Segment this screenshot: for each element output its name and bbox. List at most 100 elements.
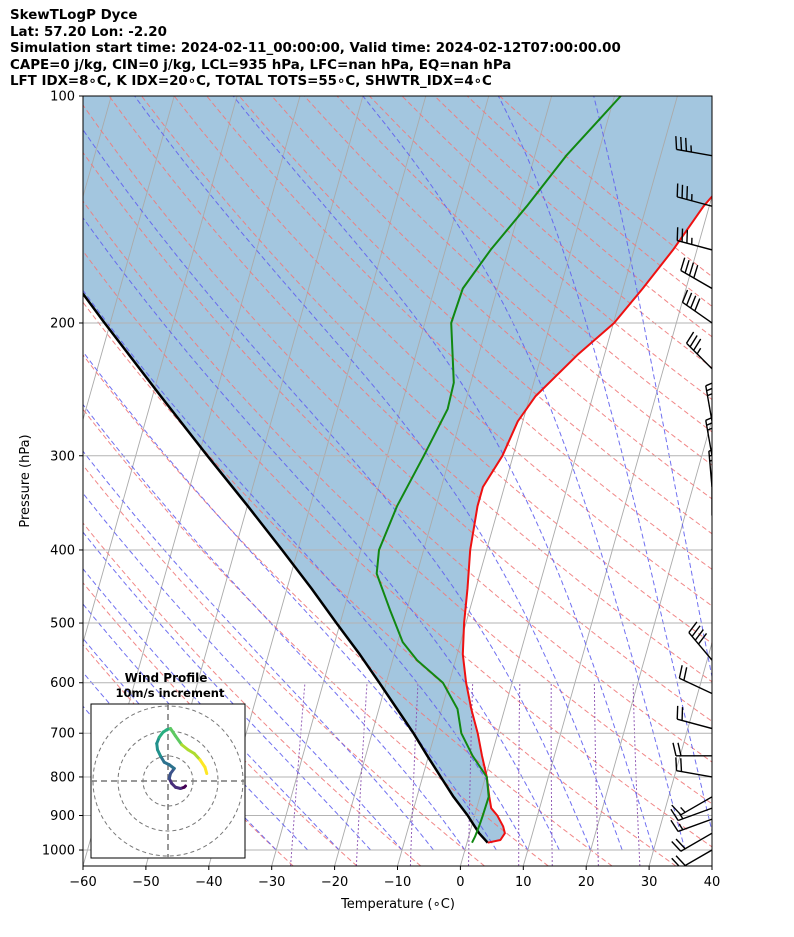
x-tick-label: −10	[384, 875, 411, 890]
barb-half	[696, 347, 702, 355]
isotherm-line	[83, 96, 238, 645]
cin-shading-area	[83, 96, 712, 843]
barb-shaft	[676, 148, 712, 157]
wind-barb	[685, 331, 712, 370]
dry-adiabat-line	[336, 96, 712, 433]
barb-full	[694, 298, 701, 312]
barb-full	[707, 392, 712, 397]
barb-shaft	[682, 301, 712, 324]
barb-half	[680, 806, 686, 813]
barb-full	[670, 819, 679, 832]
isotherm-line	[585, 417, 712, 866]
y-tick-label: 600	[50, 676, 75, 691]
barb-shaft	[686, 342, 712, 370]
x-tick-label: −20	[321, 875, 348, 890]
barb-full	[684, 137, 688, 152]
barb-shaft	[679, 677, 712, 695]
barb-full	[691, 625, 701, 637]
moist-adiabat-line	[83, 403, 466, 851]
barb-shaft	[711, 547, 712, 550]
hodograph-plot	[91, 704, 245, 858]
hodograph-title: Wind Profile	[125, 671, 208, 685]
mixing-ratio-line	[468, 682, 474, 866]
moist-adiabat-line	[83, 350, 497, 851]
wind-barb	[681, 289, 712, 324]
isotherm-line	[522, 194, 712, 866]
wind-barb	[675, 136, 712, 157]
barb-shaft	[711, 586, 712, 589]
barb-full	[683, 667, 688, 681]
parcel-profile-line	[83, 291, 489, 844]
barb-full	[680, 136, 683, 151]
barb-full	[727, 556, 740, 559]
mixing-ratio-line	[409, 682, 419, 866]
x-tick-label: 40	[704, 875, 721, 890]
barb-full	[671, 857, 680, 866]
dewpoint-line	[375, 96, 622, 844]
moist-adiabat-line	[83, 450, 434, 851]
dry-adiabat-line	[83, 354, 613, 866]
wind-barb	[678, 665, 712, 695]
barb-full	[685, 331, 695, 344]
hodograph-segment	[174, 734, 184, 747]
barb-half	[678, 823, 684, 831]
barb-shaft	[688, 632, 712, 661]
moist-adiabat-line	[83, 603, 309, 851]
dry-adiabat-line	[83, 643, 294, 866]
barb-shaft	[677, 239, 712, 251]
barb-full	[675, 757, 678, 771]
barb-full	[708, 449, 712, 452]
y-tick-label: 500	[50, 617, 75, 632]
moist-adiabat-line	[134, 96, 623, 851]
moist-adiabat-line	[83, 492, 403, 851]
barb-shaft	[682, 849, 712, 866]
hodograph-ring	[117, 730, 219, 832]
barb-shaft	[709, 96, 712, 97]
wind-barb	[676, 705, 712, 730]
barb-full	[694, 629, 704, 641]
dry-adiabat-line	[108, 96, 712, 683]
mixing-ratio-lines	[290, 682, 641, 866]
x-tick-label: 10	[515, 875, 532, 890]
plot-area	[83, 96, 743, 866]
barb-full	[706, 422, 712, 426]
wind-barb	[688, 621, 712, 661]
isotherm-line	[83, 96, 175, 422]
y-tick-label: 1000	[42, 844, 75, 859]
x-tick-label: −60	[69, 875, 96, 890]
axes: −60 −50 −40 −30 −20 −10 0 10 20 30 40 1000 900 800 700…	[42, 90, 720, 891]
barb-full	[681, 289, 689, 303]
barb-full	[730, 592, 743, 596]
dry-adiabat-line	[206, 96, 712, 570]
moist-adiabat-line	[83, 128, 592, 851]
wind-barb	[671, 849, 712, 866]
barb-full	[684, 260, 690, 274]
wind-barb	[670, 807, 712, 822]
mixing-ratio-line	[518, 682, 521, 866]
y-tick-label: 900	[50, 809, 75, 824]
y-tick-label: 200	[50, 316, 75, 331]
header-times: Simulation start time: 2024-02-11_00:00:…	[10, 41, 621, 56]
y-tick-label: 700	[50, 727, 75, 742]
mixing-ratio-line	[632, 682, 641, 866]
wind-barb	[676, 183, 712, 207]
dry-adiabat-line	[83, 582, 358, 866]
x-tick-label: 30	[641, 875, 658, 890]
barb-full	[725, 601, 738, 605]
header-location: Lat: 57.20 Lon: -2.20	[10, 24, 167, 40]
cape-cin-shading	[83, 96, 712, 843]
header-indices-line: LFT IDX=8∘C, K IDX=20∘C, TOTAL TOTS=55∘C…	[10, 74, 492, 89]
wind-barbs	[670, 96, 743, 866]
dry-adiabat-line	[173, 96, 712, 607]
barb-shaft	[680, 832, 712, 852]
barb-full	[671, 840, 682, 852]
dry-adiabat-line	[83, 301, 677, 866]
wind-barb	[711, 478, 712, 516]
barb-full	[728, 596, 741, 600]
barb-half	[707, 427, 712, 431]
y-axis-label: Pressure (hPa)	[18, 434, 33, 527]
x-axis-label: Temperature (∘C)	[340, 897, 455, 912]
barb-shaft	[680, 269, 712, 290]
mixing-ratio-line	[593, 682, 599, 866]
barb-full	[685, 292, 693, 306]
